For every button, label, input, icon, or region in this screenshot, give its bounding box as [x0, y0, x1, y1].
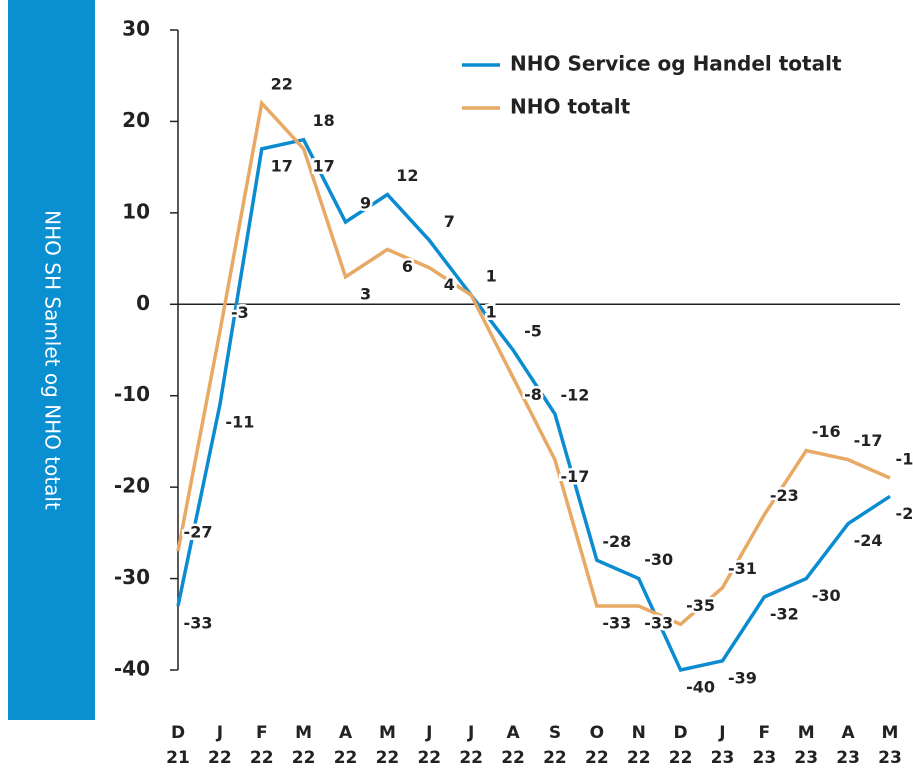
x-tick-label: A: [506, 723, 520, 743]
y-tick-label: 20: [122, 108, 150, 132]
data-label: 1: [486, 267, 497, 286]
y-tick-label: -10: [114, 382, 150, 406]
y-axis-label: NHO SH Samlet og NHO totalt: [41, 210, 65, 510]
x-tick-label: F: [759, 723, 771, 743]
data-label: 22: [271, 75, 293, 94]
data-label: -28: [602, 532, 631, 551]
data-label: -33: [644, 614, 673, 633]
y-tick-label: -20: [114, 474, 150, 498]
data-label: -30: [644, 550, 673, 569]
legend-label: NHO Service og Handel totalt: [510, 52, 842, 76]
data-label: 4: [444, 275, 455, 294]
data-label: 12: [396, 166, 418, 185]
x-tick-label: J: [216, 723, 223, 743]
x-tick-label: J: [467, 723, 474, 743]
data-label: -33: [184, 614, 213, 633]
x-tick-label: 21: [166, 748, 190, 768]
y-tick-label: 10: [122, 199, 150, 223]
data-label: -27: [184, 523, 213, 542]
data-label: 18: [313, 111, 335, 130]
data-label: -39: [728, 668, 757, 687]
x-tick-label: 22: [459, 748, 483, 768]
x-tick-label: 23: [794, 748, 818, 768]
x-tick-label: 22: [669, 748, 693, 768]
x-tick-label: 23: [753, 748, 777, 768]
data-label: 6: [402, 257, 413, 276]
data-label: -31: [728, 559, 757, 578]
x-tick-label: N: [632, 723, 646, 743]
x-tick-label: 22: [292, 748, 316, 768]
data-label: -12: [560, 386, 589, 405]
data-label: 3: [360, 284, 371, 303]
x-tick-label: 22: [627, 748, 651, 768]
data-label: -8: [524, 385, 542, 404]
data-label: -17: [854, 431, 883, 450]
line: [176, 137, 891, 673]
data-label: -35: [686, 596, 715, 615]
data-label: -23: [770, 486, 799, 505]
data-label: -33: [602, 614, 631, 633]
data-label: 17: [313, 156, 335, 175]
x-tick-label: 23: [711, 748, 735, 768]
data-label: -21: [896, 504, 913, 523]
data-label: 9: [360, 194, 371, 213]
x-tick-label: 22: [208, 748, 232, 768]
data-label: -17: [560, 467, 589, 486]
x-tick-label: 22: [501, 748, 525, 768]
data-label: 7: [444, 212, 455, 231]
y-tick-label: 30: [122, 17, 150, 41]
x-tick-label: 22: [417, 748, 441, 768]
y-label-box: [8, 0, 95, 720]
data-label: 17: [271, 156, 293, 175]
x-tick-label: 22: [250, 748, 274, 768]
x-tick-label: M: [379, 723, 396, 743]
x-tick-label: 22: [334, 748, 358, 768]
data-label: -5: [524, 322, 542, 341]
data-label: -16: [812, 422, 841, 441]
x-tick-label: M: [882, 723, 899, 743]
data-label: 1: [486, 303, 497, 322]
x-tick-label: J: [425, 723, 432, 743]
data-label: -19: [896, 450, 913, 469]
y-tick-label: 0: [136, 291, 150, 315]
x-tick-label: S: [549, 723, 561, 743]
x-tick-label: F: [256, 723, 268, 743]
x-tick-label: 22: [585, 748, 609, 768]
x-tick-label: 22: [543, 748, 567, 768]
x-tick-label: M: [295, 723, 312, 743]
x-tick-label: M: [798, 723, 815, 743]
line: [176, 99, 891, 627]
y-tick-label: -40: [114, 657, 150, 681]
x-tick-label: J: [718, 723, 725, 743]
x-tick-label: D: [674, 723, 688, 743]
x-tick-label: 23: [878, 748, 902, 768]
data-label: -32: [770, 604, 799, 623]
x-tick-label: 22: [376, 748, 400, 768]
data-label: -3: [231, 303, 249, 322]
legend-label: NHO totalt: [510, 95, 631, 119]
data-label: -40: [686, 678, 715, 697]
y-tick-label: -30: [114, 565, 150, 589]
data-label: -24: [854, 531, 883, 550]
data-label: -11: [225, 412, 254, 431]
data-label: -30: [812, 586, 841, 605]
x-tick-label: 23: [836, 748, 860, 768]
x-tick-label: A: [339, 723, 353, 743]
x-tick-label: A: [842, 723, 856, 743]
x-tick-label: D: [171, 723, 185, 743]
x-tick-label: O: [590, 723, 604, 743]
